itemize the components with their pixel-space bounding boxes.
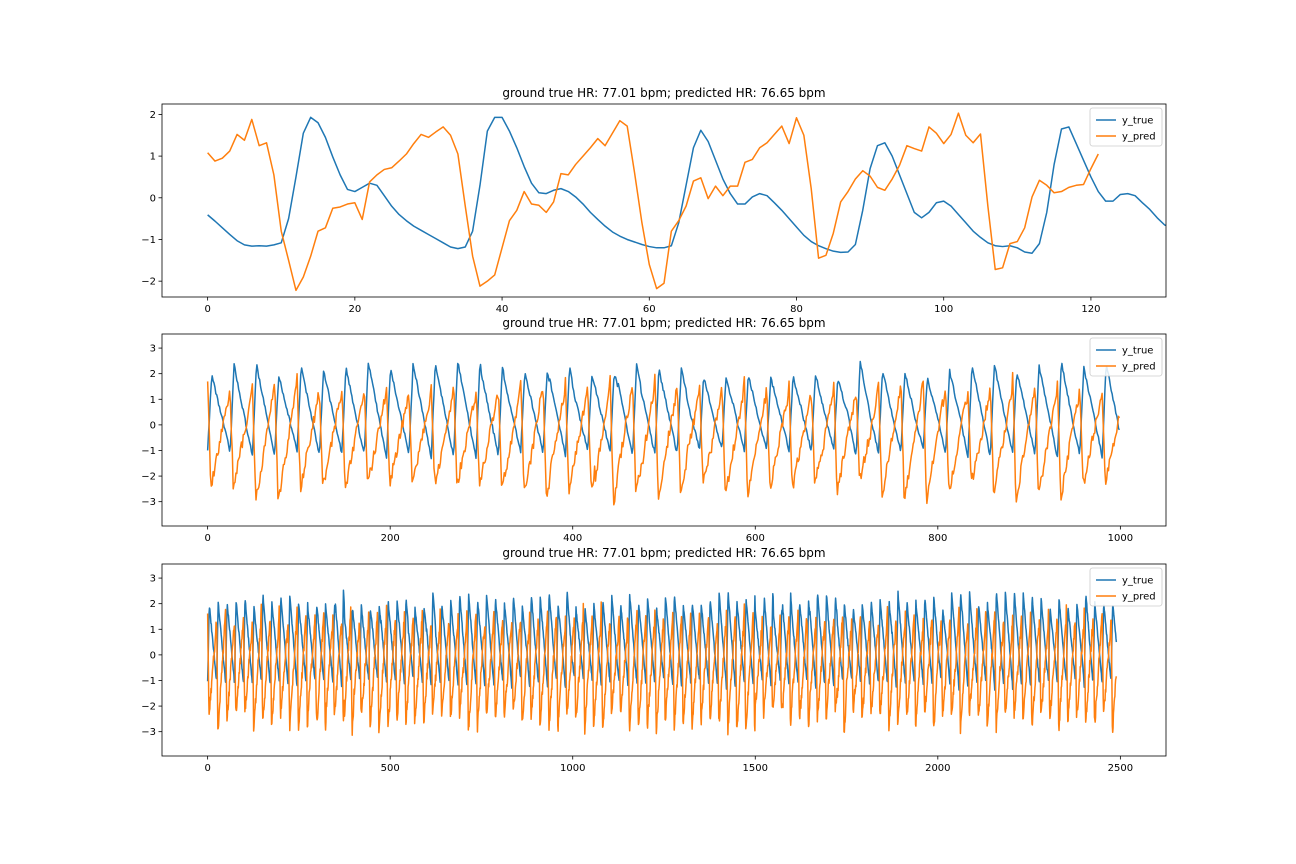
subplot-3: ground true HR: 77.01 bpm; predicted HR:… [141, 546, 1167, 774]
series-line-y_true [206, 360, 1121, 460]
legend-label-y_true: y_true [1122, 576, 1153, 587]
y-tick-label: −3 [141, 727, 156, 738]
subplot-2: ground true HR: 77.01 bpm; predicted HR:… [141, 316, 1167, 544]
chart-title: ground true HR: 77.01 bpm; predicted HR:… [502, 316, 825, 330]
x-tick-label: 600 [746, 533, 765, 544]
y-tick-label: 1 [150, 395, 156, 406]
x-tick-label: 1500 [743, 763, 768, 774]
series-line-y_pred [206, 371, 1121, 506]
y-tick-label: 3 [150, 344, 156, 355]
series-line-y_true [206, 589, 1118, 691]
series-line-y_pred [207, 112, 1099, 292]
y-tick-label: 3 [150, 574, 156, 585]
axes-frame [161, 103, 1167, 298]
y-tick-label: 0 [150, 193, 156, 204]
x-tick-label: 20 [348, 304, 361, 315]
axes-frame [161, 563, 1167, 757]
chart-title: ground true HR: 77.01 bpm; predicted HR:… [502, 546, 825, 560]
x-tick-label: 80 [790, 304, 803, 315]
y-tick-label: −1 [141, 446, 156, 457]
y-tick-label: 2 [150, 369, 156, 380]
x-tick-label: 2000 [925, 763, 950, 774]
legend-label-y_pred: y_pred [1122, 362, 1156, 373]
y-tick-label: −1 [141, 235, 156, 246]
x-tick-label: 800 [928, 533, 947, 544]
x-tick-label: 1000 [1108, 533, 1133, 544]
chart-title: ground true HR: 77.01 bpm; predicted HR:… [502, 86, 825, 100]
x-tick-label: 500 [381, 763, 400, 774]
y-tick-label: 1 [150, 625, 156, 636]
x-tick-label: 200 [381, 533, 400, 544]
subplot-1: ground true HR: 77.01 bpm; predicted HR:… [141, 86, 1167, 315]
axes-frame [161, 333, 1167, 527]
y-tick-label: −3 [141, 497, 156, 508]
x-tick-label: 120 [1081, 304, 1100, 315]
x-tick-label: 40 [496, 304, 509, 315]
series-line-y_true [207, 116, 1166, 254]
x-tick-label: 0 [204, 304, 210, 315]
x-tick-label: 0 [204, 763, 210, 774]
series-line-y_pred [206, 601, 1118, 737]
y-tick-label: 2 [150, 599, 156, 610]
legend-label-y_true: y_true [1122, 116, 1153, 127]
y-tick-label: 1 [150, 152, 156, 163]
legend-label-y_pred: y_pred [1122, 132, 1156, 143]
y-tick-label: 0 [150, 420, 156, 431]
x-tick-label: 1000 [560, 763, 585, 774]
y-tick-label: −2 [141, 277, 156, 288]
y-tick-label: −1 [141, 676, 156, 687]
y-tick-label: −2 [141, 472, 156, 483]
legend-label-y_true: y_true [1122, 346, 1153, 357]
x-tick-label: 400 [563, 533, 582, 544]
x-tick-label: 2500 [1108, 763, 1133, 774]
y-tick-label: 2 [150, 110, 156, 121]
x-tick-label: 0 [204, 533, 210, 544]
legend-label-y_pred: y_pred [1122, 592, 1156, 603]
y-tick-label: −2 [141, 702, 156, 713]
x-tick-label: 100 [934, 304, 953, 315]
x-tick-label: 60 [643, 304, 656, 315]
y-tick-label: 0 [150, 650, 156, 661]
